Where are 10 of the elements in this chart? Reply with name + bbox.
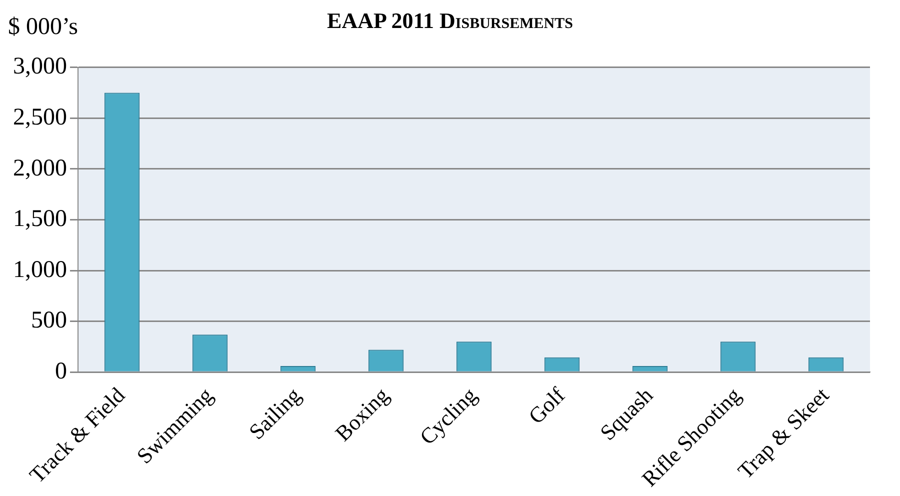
y-tick-label: 1,500 [13,206,67,232]
y-tick-label: 0 [55,358,67,384]
chart-title: EAAP 2011 Disbursements [327,8,573,33]
y-tick-label: 2,000 [13,155,67,182]
y-tick-label: 1,000 [13,256,67,283]
y-tick-label: 500 [31,308,67,334]
y-tick-label: 3,000 [13,54,67,80]
y-axis-title: $ 000’s [8,14,78,41]
x-tick-label: Golf [523,382,570,429]
y-tick-label: 2,500 [13,104,67,130]
